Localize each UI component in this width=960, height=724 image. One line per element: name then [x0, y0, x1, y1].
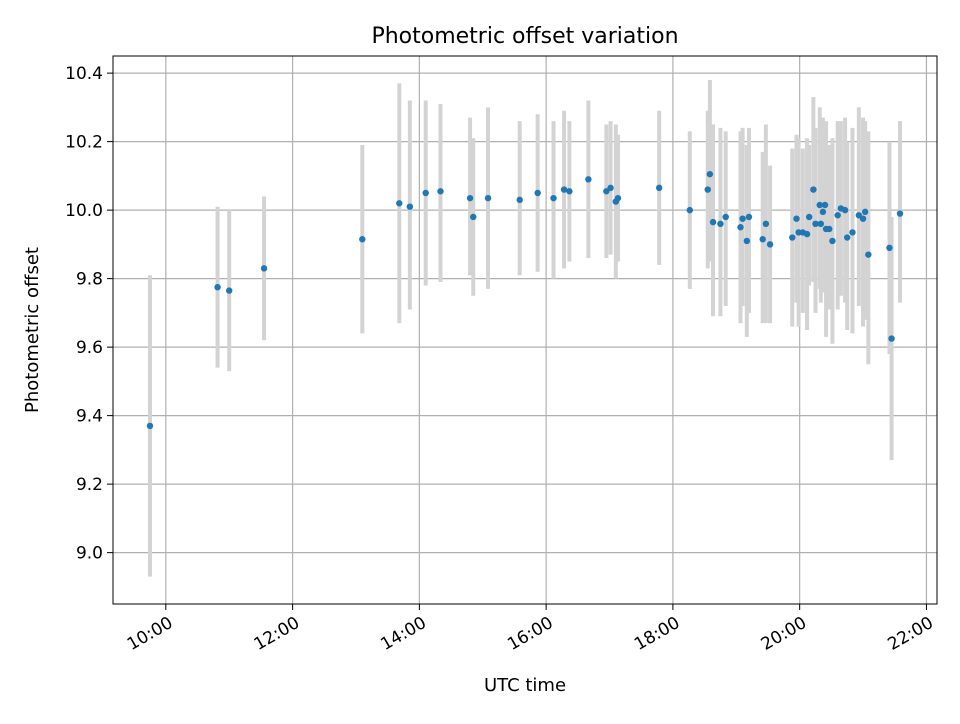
plot-frame — [112, 55, 938, 605]
data-point — [655, 184, 663, 192]
data-point — [722, 213, 729, 221]
chart-title: Photometric offset variation — [371, 24, 678, 49]
data-point — [706, 170, 714, 178]
data-point — [759, 236, 766, 243]
y-tick-label: 9.6 — [76, 338, 103, 358]
data-point — [484, 194, 492, 202]
data-point — [422, 189, 429, 197]
x-tick-label: 16:00 — [504, 613, 556, 655]
data-point — [534, 189, 541, 197]
y-tick-label: 9.4 — [76, 407, 103, 427]
data-point — [516, 196, 523, 204]
data-point — [560, 186, 568, 193]
data-point — [821, 201, 829, 209]
errorbar-layer — [147, 79, 903, 577]
data-point — [849, 229, 856, 236]
data-point — [841, 206, 849, 214]
data-point — [359, 236, 366, 243]
data-point — [260, 265, 268, 272]
y-tick-label: 10.2 — [65, 133, 103, 153]
x-tick-label: 20:00 — [758, 613, 810, 655]
data-point — [566, 188, 573, 195]
data-point — [704, 186, 711, 193]
data-point — [896, 210, 904, 217]
data-point — [550, 194, 557, 202]
y-tick-label: 10.0 — [65, 201, 103, 221]
data-point — [709, 218, 717, 226]
data-point — [146, 422, 154, 430]
data-point — [585, 176, 592, 183]
y-tick-label: 9.2 — [76, 475, 103, 495]
y-tick-label: 10.4 — [65, 64, 103, 84]
data-point — [805, 213, 813, 221]
data-point — [789, 234, 796, 241]
data-point — [886, 244, 893, 251]
data-point — [226, 287, 233, 294]
data-point — [686, 206, 693, 214]
x-tick-label: 12:00 — [251, 613, 303, 655]
y-tick-label: 9.8 — [76, 270, 103, 290]
data-point — [817, 220, 824, 228]
data-point — [844, 234, 851, 241]
x-tick-label: 10:00 — [124, 613, 176, 655]
data-point — [834, 212, 841, 219]
data-point — [396, 200, 403, 207]
y-axis-label: Photometric offset — [22, 247, 43, 413]
data-point — [826, 225, 833, 233]
data-point — [819, 208, 827, 216]
data-point — [614, 194, 622, 202]
data-point — [739, 215, 746, 222]
data-point — [743, 237, 751, 245]
data-point — [466, 194, 474, 202]
data-point — [803, 230, 811, 238]
data-point — [762, 220, 770, 228]
x-tick-label: 14:00 — [377, 613, 429, 655]
x-tick-label: 18:00 — [631, 613, 683, 655]
data-point — [810, 186, 817, 193]
data-point — [437, 188, 444, 195]
data-point — [816, 201, 823, 209]
data-point — [745, 213, 753, 221]
data-point — [861, 208, 869, 216]
data-point — [888, 335, 895, 342]
data-point — [737, 224, 744, 231]
data-point — [859, 215, 867, 222]
y-tick-label: 9.0 — [76, 544, 103, 564]
data-point — [214, 283, 221, 291]
data-point — [793, 215, 800, 222]
data-point — [829, 237, 836, 245]
data-point — [766, 241, 774, 248]
x-axis-label: UTC time — [484, 675, 566, 696]
x-tick-label: 22:00 — [885, 613, 937, 655]
data-point — [406, 203, 414, 210]
point-layer — [146, 170, 904, 430]
data-point — [812, 220, 819, 228]
data-point — [865, 251, 872, 258]
data-point — [470, 213, 477, 221]
data-point — [607, 184, 614, 192]
data-point — [717, 220, 724, 228]
